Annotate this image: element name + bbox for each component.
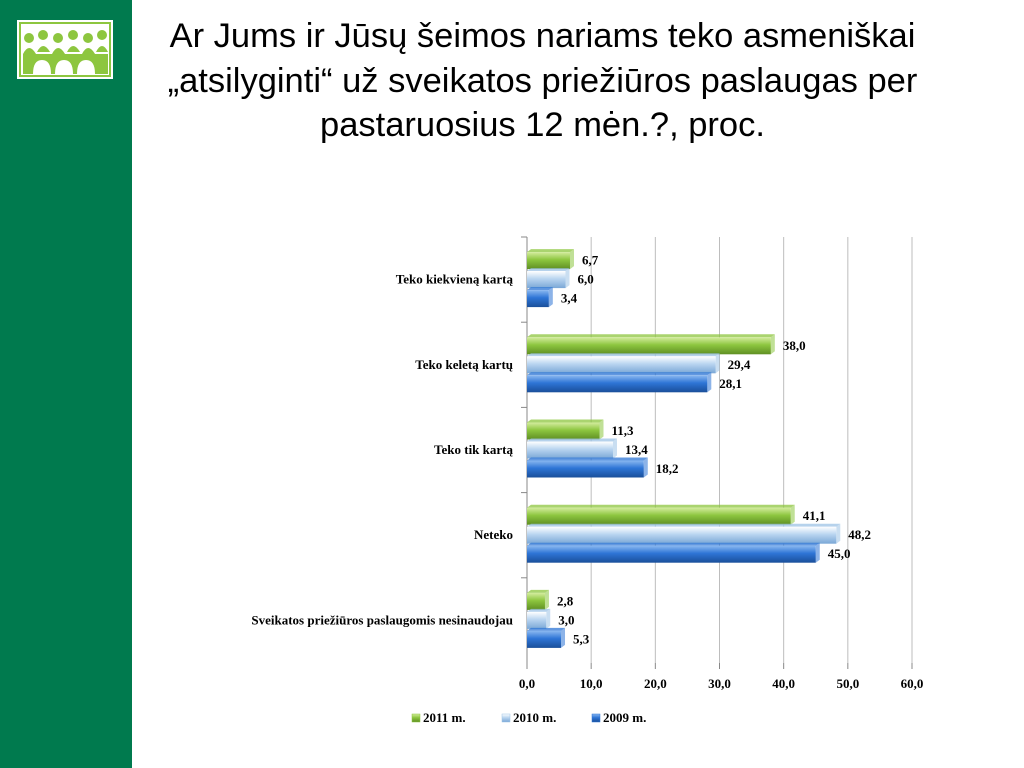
legend-swatch — [411, 713, 421, 723]
data-label: 6,0 — [578, 272, 594, 287]
bar — [527, 422, 600, 440]
bar-side — [546, 608, 551, 629]
bar-side — [815, 542, 820, 563]
x-tick-label: 50,0 — [836, 676, 859, 691]
bar — [527, 356, 716, 374]
data-label: 45,0 — [828, 546, 851, 561]
bar — [527, 337, 771, 355]
data-label: 29,4 — [728, 357, 751, 372]
bar-side — [770, 334, 775, 355]
bar-side — [544, 589, 549, 610]
bar-top — [527, 457, 648, 461]
bar-side — [565, 268, 570, 289]
labels: Teko kiekvieną kartą 6,7 6,03,4 Teko keletą… — [251, 253, 871, 647]
data-label: 2,8 — [557, 593, 574, 608]
bar-side — [548, 287, 553, 308]
data-label: 18,2 — [656, 461, 679, 476]
legend: 2011 m. 2010 m. 2009 m. — [411, 710, 646, 725]
bar-side — [561, 627, 566, 648]
x-tick-label: 60,0 — [901, 676, 924, 691]
legend-label: 2011 m. — [423, 710, 466, 725]
sidebar-band — [0, 0, 132, 768]
category-label: Teko tik kartą — [434, 442, 513, 457]
bar-side — [836, 523, 841, 544]
bar — [527, 545, 816, 563]
bar-top — [527, 542, 820, 546]
bar — [527, 290, 549, 308]
legend-swatch — [501, 713, 511, 723]
bar-top — [527, 353, 720, 357]
legend-label: 2009 m. — [603, 710, 646, 725]
bar — [527, 507, 791, 525]
bar-top — [527, 268, 570, 272]
data-label: 5,3 — [573, 631, 590, 646]
category-label: Neteko — [474, 527, 513, 542]
category-label: Teko kiekvieną kartą — [396, 272, 514, 287]
bar-top — [527, 608, 551, 612]
bar — [527, 460, 644, 478]
category-label: Teko keletą kartų — [415, 357, 513, 372]
bar-top — [527, 523, 841, 527]
bars — [527, 249, 841, 648]
logo — [17, 20, 113, 79]
bar — [527, 630, 562, 648]
data-label: 28,1 — [719, 376, 742, 391]
bar-side — [643, 457, 648, 478]
data-label: 11,3 — [612, 423, 635, 438]
bar-side — [715, 353, 720, 374]
data-label: 38,0 — [783, 338, 806, 353]
bar — [527, 441, 613, 459]
x-tick-label: 10,0 — [580, 676, 603, 691]
x-tick-label: 40,0 — [772, 676, 795, 691]
data-label: 41,1 — [803, 508, 826, 523]
bar — [527, 375, 708, 393]
data-label: 13,4 — [625, 442, 648, 457]
bar-top — [527, 287, 553, 291]
bar-side — [790, 504, 795, 525]
bar — [527, 526, 837, 544]
bar — [527, 252, 570, 270]
bar — [527, 271, 566, 289]
bar-top — [527, 419, 604, 423]
legend-label: 2010 m. — [513, 710, 556, 725]
data-label: 6,7 — [582, 253, 599, 268]
bar-side — [599, 419, 604, 440]
legend-swatch — [591, 713, 601, 723]
bar-top — [527, 334, 775, 338]
bar-top — [527, 504, 795, 508]
category-label: Sveikatos priežiūros paslaugomis nesinau… — [251, 612, 513, 627]
bar-side — [612, 438, 617, 459]
data-label: 3,4 — [561, 291, 578, 306]
x-tick-label: 0,0 — [519, 676, 535, 691]
x-tick-label: 20,0 — [644, 676, 667, 691]
x-tick-label: 30,0 — [708, 676, 731, 691]
bar — [527, 611, 547, 629]
bar-top — [527, 249, 574, 253]
data-label: 48,2 — [848, 527, 871, 542]
bar — [527, 592, 545, 610]
bar-top — [527, 589, 549, 593]
people-group-logo-icon — [19, 22, 111, 77]
bar-top — [527, 438, 617, 442]
slide-title: Ar Jums ir Jūsų šeimos nariams teko asme… — [167, 17, 918, 144]
bar-side — [569, 249, 574, 270]
data-label: 3,0 — [558, 612, 574, 627]
bar-top — [527, 372, 712, 376]
bar-side — [707, 372, 712, 393]
axis: 0,0 10,0 20,0 30,0 40,0 50,0 60,0 — [519, 236, 924, 691]
bar-top — [527, 627, 566, 631]
